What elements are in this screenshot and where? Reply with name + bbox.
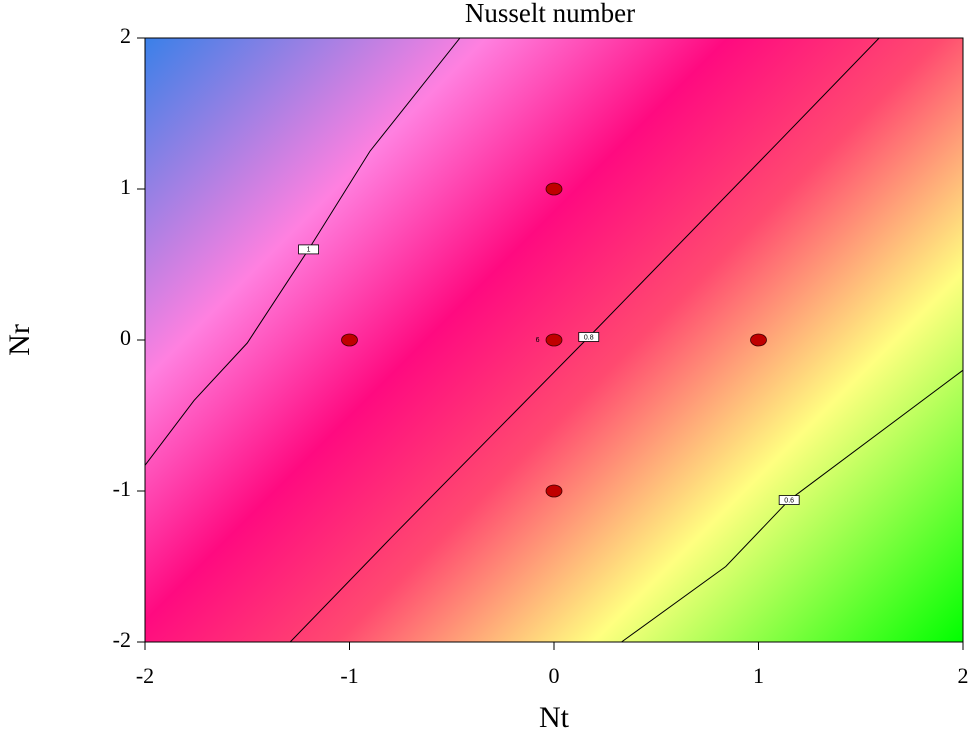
contour-label-box: [578, 332, 600, 342]
design-point: [545, 182, 563, 196]
x-tick-label: -2: [136, 663, 154, 688]
y-tick-label: -1: [113, 476, 131, 501]
design-point: [750, 333, 767, 347]
x-axis-title: Nt: [539, 701, 570, 734]
x-tick-label: -1: [340, 663, 358, 688]
y-tick-label: 1: [120, 174, 131, 199]
contour-label: 1: [307, 247, 311, 254]
chart-title: Nusselt number: [465, 0, 635, 28]
design-point: [545, 333, 563, 347]
y-tick-label: 2: [120, 23, 131, 48]
x-tick-label: 2: [958, 663, 969, 688]
contour-line: [145, 38, 461, 466]
contour-label: 0.8: [584, 334, 594, 341]
contour-line: [621, 369, 963, 642]
y-tick-label: -2: [113, 627, 131, 652]
x-tick-label: 0: [549, 663, 560, 688]
contour-label: 0.6: [784, 497, 794, 504]
x-tick-label: 1: [753, 663, 764, 688]
annotation: 6: [536, 337, 540, 344]
y-tick-label: 0: [120, 325, 131, 350]
y-axis-title: Nr: [3, 324, 36, 356]
plot-area: 1 0.8 0.6 6: [145, 38, 963, 642]
design-point: [341, 333, 358, 347]
contour-label-box: [298, 244, 320, 255]
design-point: [545, 484, 563, 498]
contour-label-box: [778, 495, 800, 505]
